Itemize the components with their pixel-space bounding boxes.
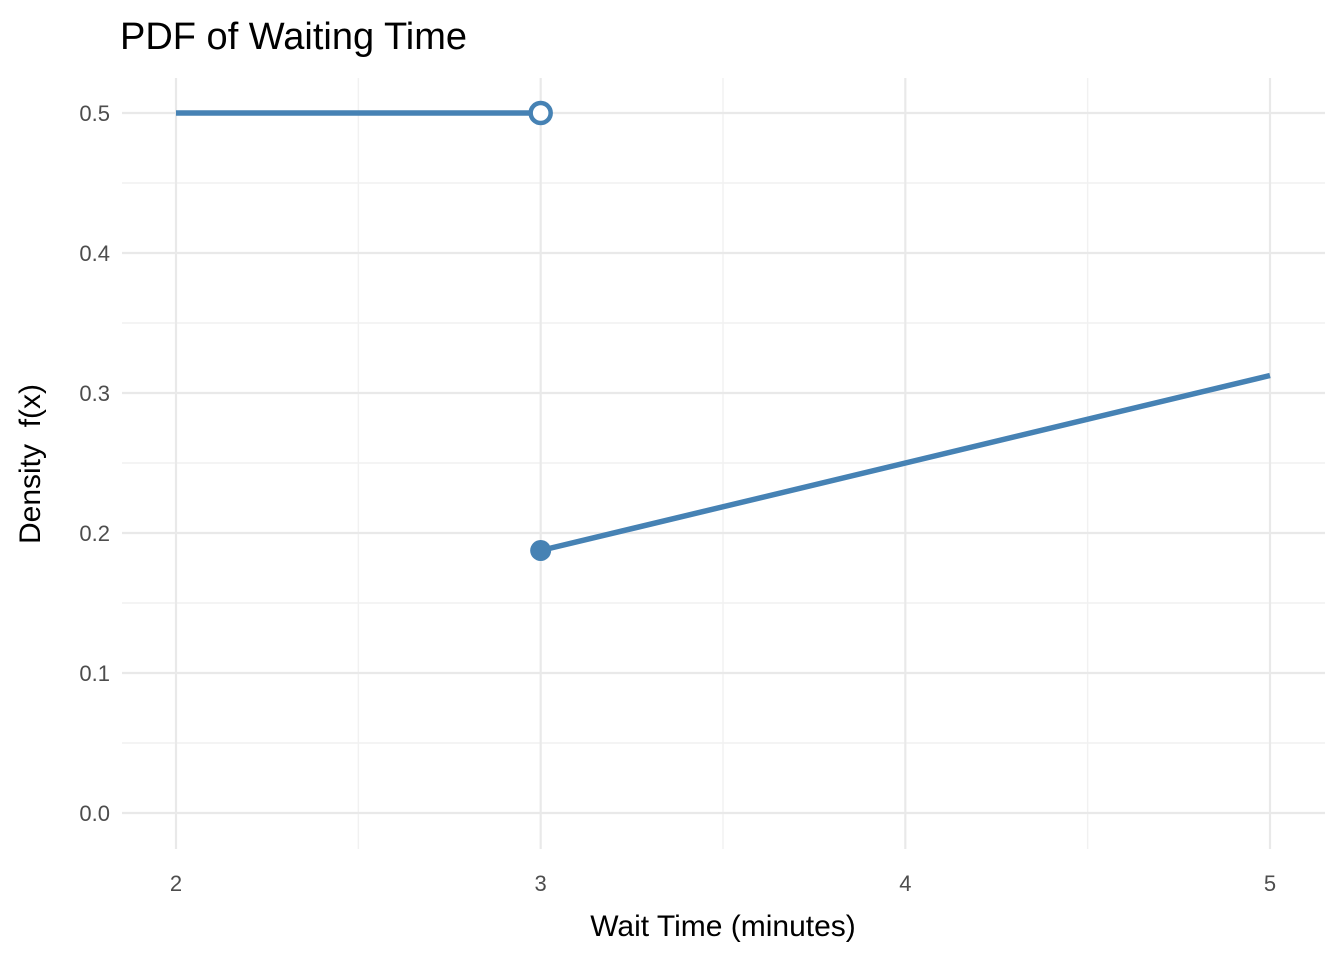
x-tick-label: 5 bbox=[1264, 871, 1276, 896]
pdf-line-series bbox=[176, 110, 1271, 554]
y-tick-label: 0.1 bbox=[79, 661, 110, 686]
y-axis-tick-labels: 0.0 0.1 0.2 0.3 0.4 0.5 bbox=[79, 101, 110, 826]
grid-minor-lines bbox=[122, 78, 1325, 849]
y-tick-label: 0.4 bbox=[79, 241, 110, 266]
open-circle-marker bbox=[528, 100, 553, 126]
y-tick-label: 0.5 bbox=[79, 101, 110, 126]
x-tick-label: 3 bbox=[535, 871, 547, 896]
y-axis-title: Density f(x) bbox=[14, 384, 47, 544]
endpoint-markers bbox=[528, 100, 553, 561]
x-axis-title: Wait Time (minutes) bbox=[590, 910, 856, 943]
x-tick-label: 4 bbox=[899, 871, 911, 896]
x-axis-tick-labels: 2 3 4 5 bbox=[170, 871, 1276, 896]
filled-circle-marker bbox=[530, 540, 552, 561]
y-tick-label: 0.3 bbox=[79, 381, 110, 406]
x-tick-label: 2 bbox=[170, 871, 182, 896]
series-rising-piece bbox=[540, 372, 1271, 554]
y-tick-label: 0.0 bbox=[79, 801, 110, 826]
chart-title: PDF of Waiting Time bbox=[120, 16, 467, 58]
y-tick-label: 0.2 bbox=[79, 521, 110, 546]
